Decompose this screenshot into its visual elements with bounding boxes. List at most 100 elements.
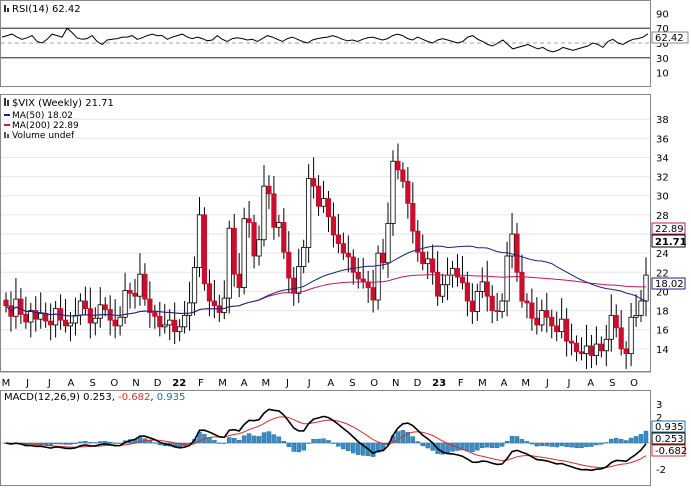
candle xyxy=(271,176,277,240)
candle xyxy=(266,175,272,210)
macd-hist-bar xyxy=(291,442,297,452)
candle-body xyxy=(315,185,322,207)
macd-hist-bar xyxy=(197,431,202,444)
candle xyxy=(340,232,346,260)
candle xyxy=(509,212,515,269)
macd-hist-bar xyxy=(579,442,584,449)
candle-body xyxy=(261,185,267,241)
candle-body xyxy=(598,343,604,352)
candle-body xyxy=(241,218,247,288)
candle-body xyxy=(459,276,466,284)
candle xyxy=(291,267,297,306)
candle-body xyxy=(18,298,24,315)
candle xyxy=(598,336,604,358)
candle xyxy=(142,263,148,306)
macd-hist-bar xyxy=(465,442,470,452)
candle-body xyxy=(97,304,103,319)
ma50-value-label: 18.02 xyxy=(655,279,684,290)
candle-body xyxy=(464,282,470,302)
candle-body xyxy=(3,299,9,307)
candle-body xyxy=(330,216,337,236)
candle xyxy=(479,267,485,299)
candle xyxy=(519,254,525,308)
candle-body xyxy=(524,300,530,304)
macd-hist-bar xyxy=(470,442,475,453)
x-tick-label: M xyxy=(262,378,271,389)
candle xyxy=(320,180,327,213)
candle-body xyxy=(504,255,510,302)
candle xyxy=(117,306,123,336)
macd-hist-bar xyxy=(236,439,242,444)
candle xyxy=(256,225,262,266)
rsi-title-icon xyxy=(4,5,9,12)
macd-hist-bar xyxy=(346,442,351,452)
candle xyxy=(529,288,535,331)
candle-body xyxy=(633,314,639,318)
candle xyxy=(315,175,322,216)
macd-signal-label: -0.682 xyxy=(655,446,687,457)
candle-body xyxy=(291,277,297,294)
macd-hist-bar xyxy=(514,436,520,444)
macd-value-label: 0.253 xyxy=(655,434,684,445)
candle xyxy=(588,334,595,368)
candle-body xyxy=(186,302,193,316)
candle-body xyxy=(221,297,227,313)
candle-body xyxy=(127,290,133,294)
macd-hist-bar xyxy=(544,442,550,447)
candle xyxy=(370,269,376,313)
candle-body xyxy=(479,281,485,292)
macd-hist-bar xyxy=(256,436,262,444)
candle-body xyxy=(509,233,515,257)
macd-tick-label: -2 xyxy=(656,465,666,476)
candle-body xyxy=(266,185,272,195)
candle xyxy=(454,254,461,287)
candle-body xyxy=(157,315,163,328)
candle-body xyxy=(38,313,44,320)
macd-title: MACD(12,26,9) 0.253, -0.682, 0.935 xyxy=(4,392,185,403)
candle-body xyxy=(638,300,644,316)
macd-hist-bar xyxy=(271,434,277,444)
macd-hist-bar xyxy=(58,442,63,445)
price-tick-label: 20 xyxy=(656,287,669,298)
macd-hist-bar xyxy=(147,440,153,444)
macd-hist-bar xyxy=(480,442,485,449)
candle xyxy=(335,213,342,254)
x-tick-label: A xyxy=(501,378,508,389)
macd-hist-bar xyxy=(499,442,505,447)
candle xyxy=(355,257,361,289)
candle-body xyxy=(568,340,575,344)
candle xyxy=(330,202,337,248)
candle xyxy=(67,312,74,342)
candle-body xyxy=(469,300,475,312)
macd-hist-bar xyxy=(231,438,237,444)
candle-body xyxy=(608,314,614,340)
macd-hist-bar xyxy=(177,442,182,448)
candle-body xyxy=(152,312,158,317)
price-tick-label: 22 xyxy=(656,268,669,279)
macd-hist-bar xyxy=(564,442,569,448)
candle-body xyxy=(573,342,580,353)
candle xyxy=(112,299,118,339)
candle xyxy=(415,220,421,262)
candle-body xyxy=(87,308,93,324)
candle-body xyxy=(325,198,332,218)
macd-hist-bar xyxy=(251,435,257,444)
candle xyxy=(623,341,629,369)
x-tick-label: O xyxy=(370,378,378,389)
macd-hist-bar xyxy=(341,442,346,450)
macd-hist-bar xyxy=(241,435,247,444)
candle xyxy=(474,283,480,322)
candle xyxy=(92,307,98,336)
candle-body xyxy=(514,233,520,273)
macd-hist-bar xyxy=(594,442,599,446)
candle-body xyxy=(564,318,570,342)
candle-body xyxy=(276,222,282,228)
candle-body xyxy=(454,268,461,278)
price-tick-label: 16 xyxy=(656,326,669,337)
macd-hist-bar xyxy=(351,442,356,454)
candle-body xyxy=(137,273,143,297)
macd-tick-label: 3 xyxy=(656,400,662,411)
candle-body xyxy=(435,271,441,297)
macd-hist-bar xyxy=(494,442,500,448)
candle xyxy=(405,167,411,219)
